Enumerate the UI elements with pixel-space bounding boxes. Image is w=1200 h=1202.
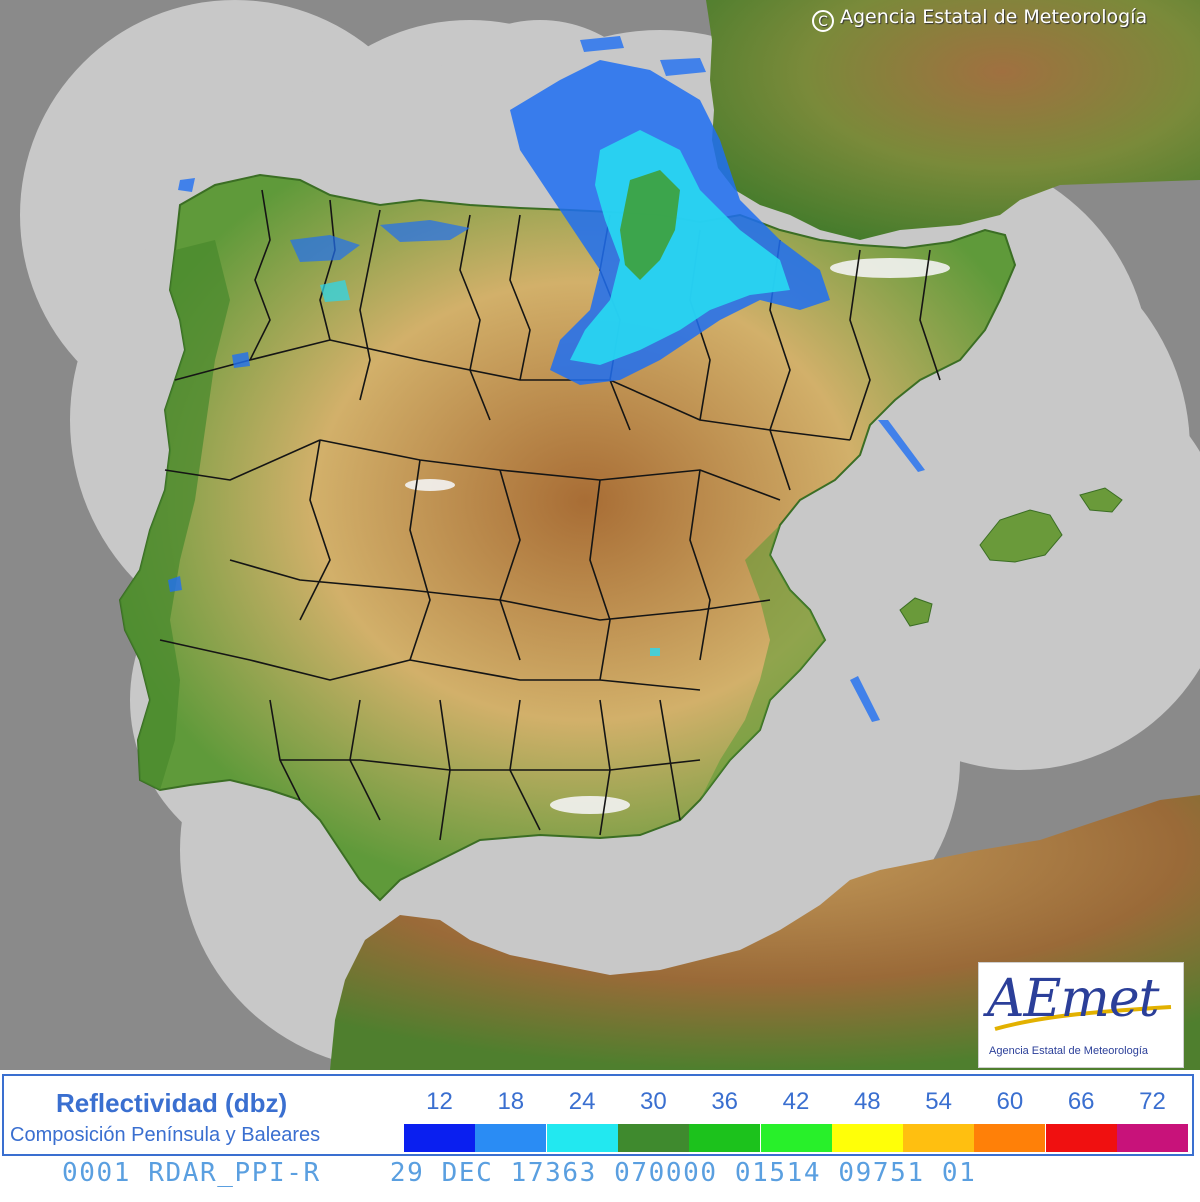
copyright-icon: C <box>812 10 834 32</box>
legend-level-label: 30 <box>640 1088 667 1115</box>
legend-level-swatch <box>475 1124 547 1152</box>
legend-level-label: 72 <box>1139 1088 1166 1115</box>
legend-scale: 12 18 24 30 36 42 48 54 60 66 72 <box>404 1084 1188 1152</box>
legend-level-swatch <box>1045 1124 1117 1152</box>
radar-map-svg <box>0 0 1200 1070</box>
atlantic-coast-lowland <box>120 240 230 790</box>
legend-level-label: 60 <box>996 1088 1024 1115</box>
legend-level-swatch <box>1117 1124 1188 1152</box>
legend-level-swatch <box>689 1124 761 1152</box>
balearic-islands <box>899 487 1123 627</box>
legend-level-swatch <box>760 1124 832 1152</box>
radar-product-code: 0001 RDAR_PPI-R 29 DEC 17363 070000 0151… <box>62 1158 977 1188</box>
radar-echoes <box>168 36 925 722</box>
legend-level-label: 24 <box>568 1088 596 1115</box>
legend-level-label: 42 <box>782 1088 810 1115</box>
legend-level-swatch <box>903 1124 975 1152</box>
legend-level-label: 18 <box>497 1088 525 1115</box>
france-land <box>706 0 1200 240</box>
copyright-notice: C Agencia Estatal de Meteorología <box>812 6 1147 32</box>
logo-subtitle: Agencia Estatal de Meteorología <box>989 1045 1148 1057</box>
mediterranean-lowland <box>700 525 825 800</box>
legend-level-label: 48 <box>853 1088 881 1115</box>
legend-subtitle: Composición Península y Baleares <box>10 1124 321 1146</box>
copyright-text: Agencia Estatal de Meteorología <box>840 6 1148 28</box>
legend-title: Reflectividad (dbz) <box>56 1088 288 1118</box>
legend-level-swatch <box>974 1124 1046 1152</box>
legend-level-label: 66 <box>1067 1088 1095 1115</box>
legend-level-swatch <box>617 1124 689 1152</box>
radar-map: C Agencia Estatal de Meteorología AEmet A… <box>0 0 1200 1070</box>
reflectivity-legend: Reflectividad (dbz) Composición Penínsul… <box>2 1074 1194 1156</box>
logo-brand: AEmet <box>987 969 1159 1029</box>
legend-level-label: 12 <box>426 1088 453 1115</box>
legend-level-label: 54 <box>925 1088 952 1115</box>
aemet-logo: AEmet Agencia Estatal de Meteorología <box>978 962 1184 1068</box>
legend-level-label: 36 <box>711 1088 739 1115</box>
legend-level-swatch <box>546 1124 618 1152</box>
legend-level-swatch <box>404 1124 475 1152</box>
logo-swoosh-icon <box>994 1005 1172 1031</box>
legend-level-swatch <box>831 1124 903 1152</box>
